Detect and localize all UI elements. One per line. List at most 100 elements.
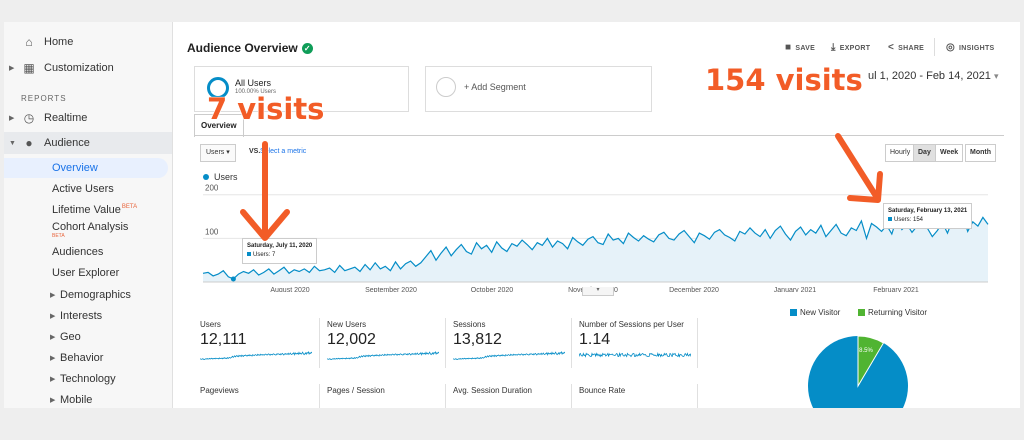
tooltip-february: Saturday, February 13, 2021 Users: 154 [883, 203, 973, 229]
export-button[interactable]: ⤓ EXPORT [831, 42, 871, 53]
sidebar-item-overview[interactable]: Overview [4, 158, 172, 178]
add-segment-button[interactable]: + Add Segment [425, 66, 652, 112]
pie-legend-new: New Visitor [790, 308, 840, 317]
insights-button[interactable]: ◎ INSIGHTS [946, 42, 995, 53]
share-button[interactable]: < SHARE [888, 42, 925, 53]
annotation-right: 154 visits [704, 62, 863, 97]
sidebar-item-behavior[interactable]: ▶ Behavior [4, 348, 172, 368]
stat-pageviews: Pageviews [200, 386, 239, 395]
sidebar-item-label: Geo [60, 331, 81, 343]
chevron-right-icon: ▶ [50, 334, 56, 341]
chevron-right-icon: ▶ [9, 65, 15, 72]
clock-icon: ◷ [23, 111, 35, 125]
toolbar-divider [934, 38, 935, 56]
chevron-down-icon: ▾ [226, 149, 230, 156]
floppy-icon: ■ [785, 42, 792, 53]
x-tick-label: August 2020 [270, 287, 309, 292]
sidebar-item-audiences[interactable]: Audiences [4, 242, 172, 262]
sidebar-item-label: Cohort Analysis [52, 221, 129, 233]
chevron-down-icon: ▼ [9, 139, 16, 147]
visitor-pie-chart: 8.5% [808, 335, 908, 408]
segment-label: All Users [235, 78, 272, 88]
stat-divider [697, 318, 698, 368]
pie-slice-label: 8.5% [859, 348, 873, 354]
save-button[interactable]: ■ SAVE [785, 42, 816, 53]
sidebar-item-label: User Explorer [52, 267, 120, 279]
chevron-right-icon: ▶ [9, 115, 15, 122]
period-hourly-button[interactable]: Hourly [885, 144, 916, 162]
reports-heading: REPORTS [21, 94, 67, 103]
stat-sessions-per-user: Number of Sessions per User 1.14 [579, 320, 704, 361]
sidebar-item-audience[interactable]: ▼ ● Audience [4, 133, 172, 153]
x-tick-label: February 2021 [873, 287, 919, 292]
person-icon: ● [25, 136, 33, 150]
sidebar-item-lifetime-value[interactable]: Lifetime ValueBETA [4, 200, 172, 220]
stat-divider [571, 318, 572, 368]
chevron-right-icon: ▶ [50, 376, 56, 383]
sidebar-item-demographics[interactable]: ▶ Demographics [4, 285, 172, 305]
stat-new-users: New Users 12,002 [327, 320, 445, 361]
chevron-right-icon: ▶ [50, 313, 56, 320]
sidebar-item-realtime[interactable]: ▶ ◷ Realtime [4, 108, 172, 128]
series-line-users [202, 213, 989, 280]
y-tick-label: 100 [205, 227, 219, 236]
stat-users: Users 12,111 [200, 320, 318, 361]
sparkline-path [453, 351, 565, 361]
sidebar-item-cohort-analysis[interactable]: Cohort Analysis [4, 217, 172, 237]
sparkline-path [200, 351, 312, 361]
tab-overview[interactable]: Overview [194, 114, 244, 137]
sidebar-item-geo[interactable]: ▶ Geo [4, 327, 172, 347]
beta-badge: BETA [52, 233, 65, 239]
beta-badge: BETA [121, 204, 138, 211]
sidebar-item-interests[interactable]: ▶ Interests [4, 306, 172, 326]
verified-check-icon: ✓ [301, 43, 313, 55]
sidebar-item-mobile[interactable]: ▶ Mobile [4, 390, 172, 408]
chevron-down-icon: ▾ [994, 71, 999, 81]
sparkline-path [579, 351, 691, 358]
stat-divider [571, 384, 572, 408]
sidebar-item-active-users[interactable]: Active Users [4, 179, 172, 199]
date-range-picker[interactable]: ul 1, 2020 - Feb 14, 2021 ▾ [868, 70, 999, 82]
sidebar-item-user-explorer[interactable]: User Explorer [4, 263, 172, 283]
select-metric-link[interactable]: Select a metric [260, 148, 307, 155]
legend-label: Users [214, 172, 238, 182]
sidebar-item-customization[interactable]: ▶ ▦ Customization [4, 58, 172, 78]
insights-icon: ◎ [946, 42, 956, 53]
legend-swatch [858, 309, 865, 316]
stat-divider [319, 318, 320, 368]
page-title: Audience Overview ✓ [187, 41, 313, 55]
period-month-button[interactable]: Month [965, 144, 996, 162]
highlight-point-min [230, 276, 236, 282]
collapse-chart-toggle[interactable]: ▾ [582, 287, 614, 296]
pie-slice-returning [857, 335, 885, 388]
x-tick-label: September 2020 [365, 287, 417, 292]
chevron-right-icon: ▶ [50, 355, 56, 362]
sidebar-item-technology[interactable]: ▶ Technology [4, 369, 172, 389]
users-line-chart: 200 100 August 2020 September 2020 October 2… [202, 184, 989, 292]
stat-avg-session-duration: Avg. Session Duration [453, 386, 533, 395]
sidebar-item-label: Audiences [52, 246, 104, 258]
sidebar-item-label: Audience [44, 137, 90, 149]
pie-legend-returning: Returning Visitor [858, 308, 927, 317]
segment-all-users[interactable]: All Users 100.00% Users [194, 66, 409, 112]
sparkline-path [327, 351, 439, 361]
chevron-right-icon: ▶ [50, 292, 56, 299]
metric-dropdown[interactable]: Users ▾ [200, 144, 236, 162]
sidebar-item-home[interactable]: ⌂ Home [4, 32, 172, 52]
sidebar-item-label: Behavior [60, 352, 104, 364]
grid-icon: ▦ [23, 61, 35, 75]
period-week-button[interactable]: Week [935, 144, 964, 162]
period-day-button[interactable]: Day [913, 144, 936, 162]
legend-swatch [203, 174, 209, 180]
empty-circle-icon [436, 77, 456, 97]
tooltip-july: Saturday, July 11, 2020 Users: 7 [242, 238, 318, 264]
tab-divider [194, 135, 1004, 136]
selected-item-highlight [4, 158, 168, 178]
share-icon: < [888, 42, 895, 53]
main-content: Audience Overview ✓ ■ SAVE ⤓ EXPORT < SHARE … [180, 22, 1020, 408]
x-tick-label: December 2020 [669, 287, 719, 292]
sidebar-item-label: Demographics [60, 289, 131, 301]
stat-divider [319, 384, 320, 408]
sparkline-flat [579, 351, 691, 358]
tooltip-swatch [888, 217, 892, 221]
